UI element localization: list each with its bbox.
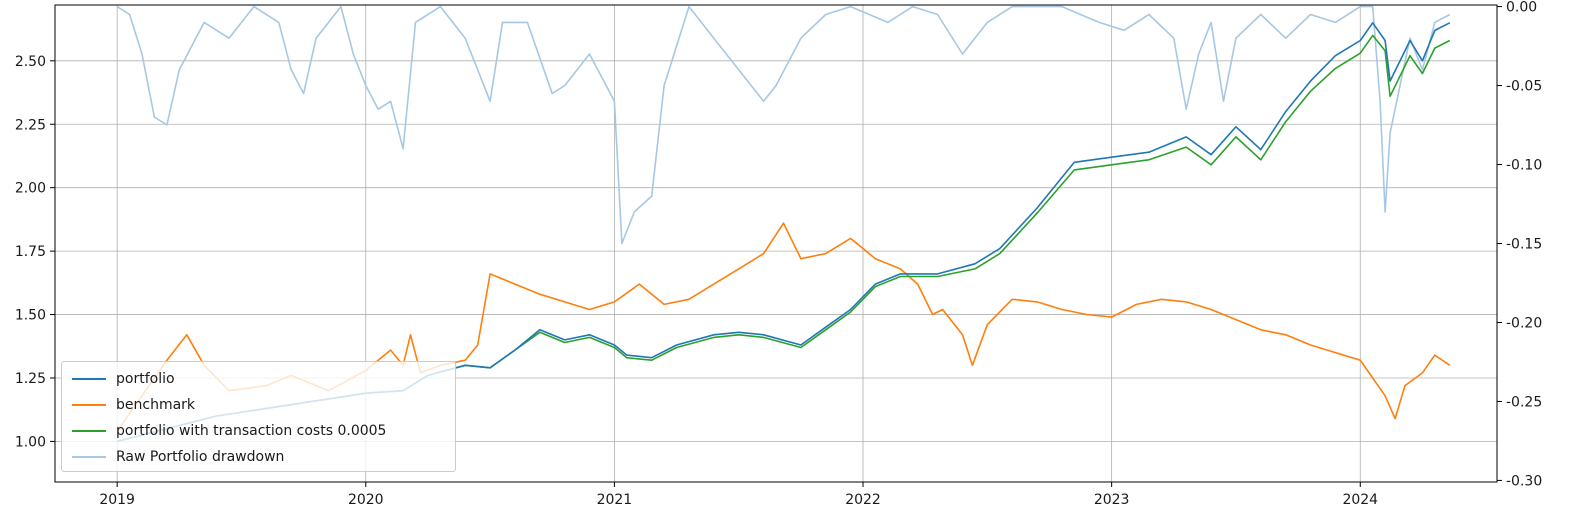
legend-item-drawdown: Raw Portfolio drawdown bbox=[72, 447, 284, 467]
series-line-portfolio bbox=[117, 21, 1451, 443]
y-right-tick-label: 0.00 bbox=[1506, 0, 1537, 16]
legend-label-drawdown: Raw Portfolio drawdown bbox=[116, 449, 285, 465]
y-left-tick-label: 1.25 bbox=[15, 371, 46, 387]
y-right-tick-label: -0.10 bbox=[1506, 158, 1542, 174]
legend-label-portfolio-tc: portfolio with transaction costs 0.0005 bbox=[116, 423, 387, 439]
x-tick-label: 2023 bbox=[1094, 492, 1130, 508]
y-right-tick-label: -0.25 bbox=[1506, 394, 1542, 410]
y-right-tick-label: -0.30 bbox=[1506, 473, 1542, 489]
x-tick-label: 2024 bbox=[1342, 492, 1378, 508]
y-right-tick-label: -0.20 bbox=[1506, 315, 1542, 331]
series-line-raw-portfolio-drawdown bbox=[116, 5, 1451, 245]
y-left-tick-label: 2.50 bbox=[15, 54, 46, 70]
legend-label-benchmark: benchmark bbox=[116, 397, 196, 413]
y-left-tick-label: 1.00 bbox=[15, 434, 46, 450]
y-left-tick-label: 2.25 bbox=[15, 117, 46, 133]
legend: portfolio benchmark portfolio with trans… bbox=[61, 361, 456, 472]
x-tick-label: 2020 bbox=[348, 492, 384, 508]
legend-swatch-drawdown bbox=[72, 456, 106, 458]
series-lines bbox=[116, 5, 1451, 443]
y-right-tick-label: -0.05 bbox=[1506, 79, 1542, 95]
series-line-benchmark bbox=[116, 222, 1451, 432]
y-left-tick-label: 1.75 bbox=[15, 244, 46, 260]
x-tick-label: 2019 bbox=[99, 492, 135, 508]
legend-label-portfolio: portfolio bbox=[116, 371, 175, 387]
x-tick-label: 2022 bbox=[845, 492, 881, 508]
legend-item-portfolio-tc: portfolio with transaction costs 0.0005 bbox=[72, 421, 386, 441]
x-tick-label: 2021 bbox=[597, 492, 633, 508]
legend-item-portfolio: portfolio bbox=[72, 369, 175, 389]
legend-swatch-portfolio bbox=[72, 378, 106, 380]
legend-swatch-portfolio-tc bbox=[72, 430, 106, 432]
legend-item-benchmark: benchmark bbox=[72, 395, 195, 415]
y-right-tick-label: -0.15 bbox=[1506, 237, 1542, 253]
axes: 2019 2020 2021 2022 2023 2024 1.00 1.25 1.50 1.75… bbox=[15, 0, 1542, 508]
y-left-tick-label: 1.50 bbox=[15, 308, 46, 324]
y-left-tick-label: 2.00 bbox=[15, 181, 46, 197]
legend-swatch-benchmark bbox=[72, 404, 106, 406]
